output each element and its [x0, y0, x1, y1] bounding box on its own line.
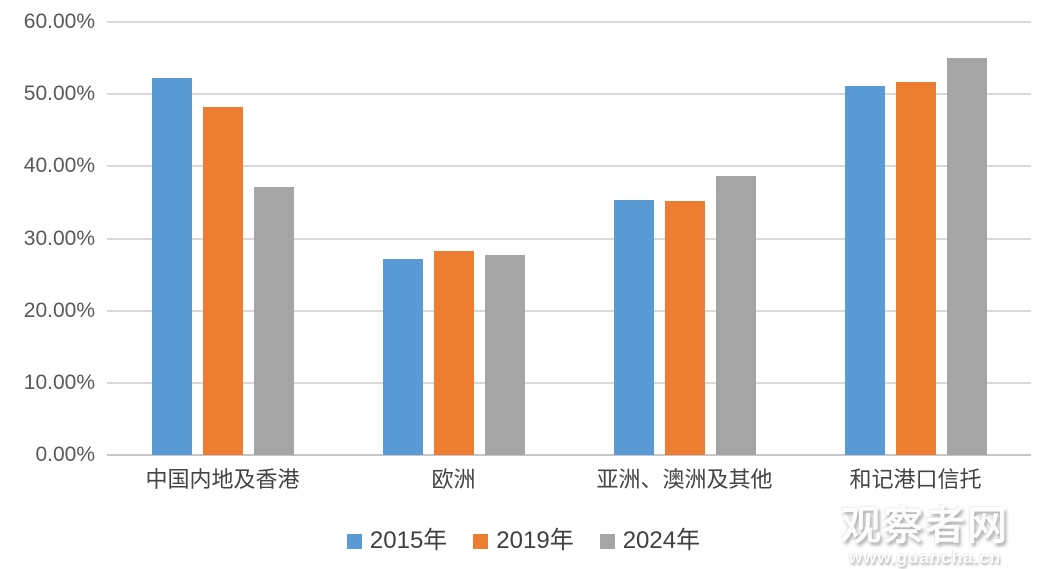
legend-item-2015年: 2015年	[346, 527, 448, 554]
legend-swatch-icon	[473, 533, 489, 549]
legend: 2015年 2019年 2024年	[0, 528, 1047, 554]
gridline-30	[107, 237, 1031, 240]
legend-label-2019年: 2019年	[496, 527, 574, 554]
bar-2024年-亚洲、澳洲及其他	[715, 176, 756, 455]
bar-2015年-亚洲、澳洲及其他	[613, 200, 654, 455]
y-tick-label-0: 0.00%	[35, 443, 95, 466]
gridline-60	[107, 21, 1031, 23]
gridline-50	[107, 93, 1031, 96]
y-tick-label-60: 60.00%	[23, 10, 95, 33]
gridline-20	[107, 309, 1031, 312]
gridline-40	[107, 165, 1031, 168]
gridline-10	[107, 381, 1031, 384]
x-category-label-亚洲、澳洲及其他: 亚洲、澳洲及其他	[596, 467, 773, 492]
x-category-label-欧洲: 欧洲	[431, 467, 476, 492]
legend-label-2015年: 2015年	[369, 527, 448, 554]
bar-2015年-和记港口信托	[844, 86, 885, 455]
y-tick-label-10: 10.00%	[23, 370, 95, 394]
legend-label-2024年: 2024年	[622, 527, 701, 554]
y-tick-label-30: 30.00%	[23, 226, 95, 250]
legend-item-2019年: 2019年	[473, 527, 574, 554]
bar-2024年-中国内地及香港	[253, 186, 294, 455]
legend-swatch-icon	[599, 533, 615, 549]
x-axis-line	[107, 454, 1031, 456]
x-category-label-和记港口信托: 和记港口信托	[849, 467, 982, 492]
y-tick-label-50: 50.00%	[23, 82, 95, 106]
bar-2024年-和记港口信托	[946, 58, 987, 455]
x-category-label-中国内地及香港: 中国内地及香港	[145, 467, 300, 492]
bar-2015年-中国内地及香港	[151, 77, 192, 455]
legend-swatch-icon	[346, 533, 362, 549]
y-tick-label-40: 40.00%	[23, 154, 95, 178]
bar-2019年-和记港口信托	[895, 81, 936, 455]
y-tick-label-20: 20.00%	[23, 298, 95, 322]
bar-2019年-欧洲	[433, 251, 474, 455]
legend-item-2024年: 2024年	[599, 527, 701, 554]
plot-area	[107, 21, 1031, 456]
bar-2024年-欧洲	[484, 255, 525, 455]
bar-2015年-欧洲	[382, 259, 423, 455]
bar-2019年-中国内地及香港	[202, 107, 243, 455]
bar-2019年-亚洲、澳洲及其他	[664, 200, 705, 455]
